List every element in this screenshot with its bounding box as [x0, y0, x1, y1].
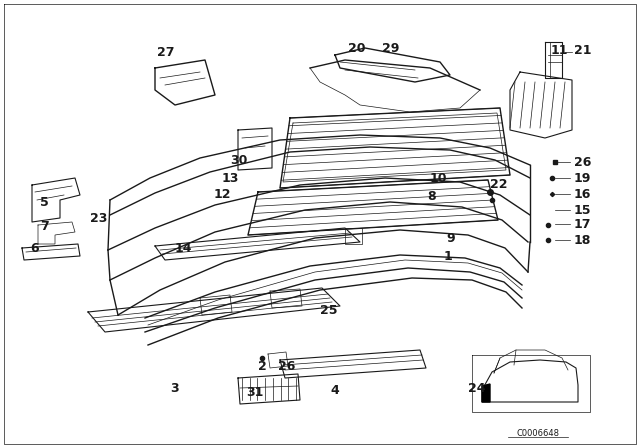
Text: 21: 21 [574, 43, 591, 56]
Text: 16: 16 [574, 188, 591, 201]
Polygon shape [482, 384, 490, 402]
Text: 2: 2 [258, 359, 267, 372]
Text: 24: 24 [468, 382, 486, 395]
Text: 26: 26 [278, 359, 296, 372]
Text: 3: 3 [170, 382, 179, 395]
Text: 12: 12 [214, 189, 232, 202]
Text: 6: 6 [30, 241, 38, 254]
Text: 15: 15 [574, 203, 591, 216]
Text: 14: 14 [175, 241, 193, 254]
Text: C0006648: C0006648 [516, 428, 559, 438]
Text: 30: 30 [230, 154, 248, 167]
Text: 25: 25 [320, 303, 337, 316]
Text: 31: 31 [246, 385, 264, 399]
Text: 20: 20 [348, 42, 365, 55]
Text: 19: 19 [574, 172, 591, 185]
Text: 27: 27 [157, 46, 175, 59]
Text: 18: 18 [574, 233, 591, 246]
Text: 23: 23 [90, 211, 108, 224]
Text: 11: 11 [551, 43, 568, 56]
Text: 8: 8 [427, 190, 436, 202]
Text: 26: 26 [574, 155, 591, 168]
Text: 9: 9 [446, 232, 454, 245]
Text: 13: 13 [222, 172, 239, 185]
Text: 4: 4 [330, 383, 339, 396]
Text: 22: 22 [490, 178, 508, 191]
Text: 7: 7 [40, 220, 49, 233]
Text: 1: 1 [444, 250, 452, 263]
Text: 29: 29 [382, 42, 399, 55]
Text: 10: 10 [430, 172, 447, 185]
Text: 17: 17 [574, 217, 591, 231]
Text: 5: 5 [40, 195, 49, 208]
